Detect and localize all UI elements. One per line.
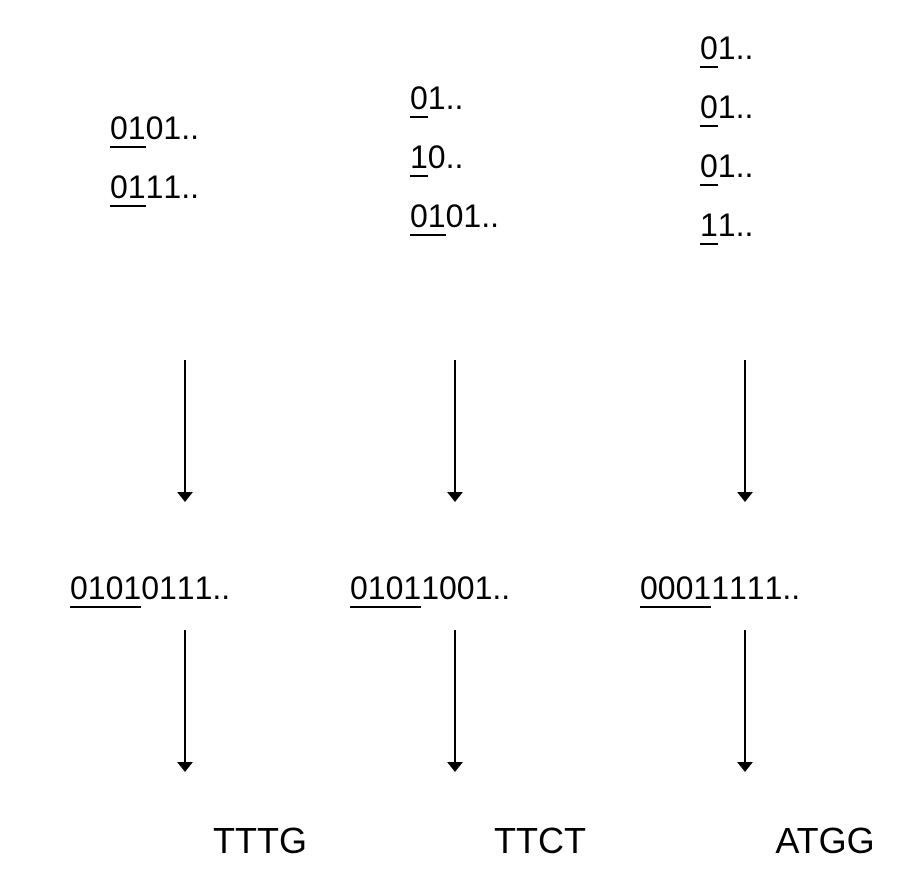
arrow-down bbox=[735, 630, 755, 780]
binary-fragment: 01.. bbox=[700, 148, 916, 185]
binary-combined: 01010111.. bbox=[70, 570, 330, 607]
arrow-down bbox=[735, 360, 755, 510]
column-2: 01..10..0101..01011001..TTCT bbox=[350, 0, 610, 884]
dna-sequence: ATGG bbox=[695, 820, 916, 862]
binary-fragment: 01.. bbox=[700, 89, 916, 126]
binary-to-dna-diagram: 0101..0111..01010111..TTTG01..10..0101..… bbox=[0, 0, 916, 884]
top-binary-group: 0101..0111.. bbox=[70, 110, 330, 228]
top-binary-group: 01..10..0101.. bbox=[350, 80, 610, 257]
binary-combined: 00011111.. bbox=[640, 570, 900, 607]
arrow-down bbox=[445, 360, 465, 510]
arrow-down bbox=[175, 360, 195, 510]
binary-fragment: 0101.. bbox=[110, 110, 350, 147]
arrow-down bbox=[175, 630, 195, 780]
binary-fragment: 0101.. bbox=[410, 198, 640, 235]
binary-fragment: 01.. bbox=[410, 80, 640, 117]
arrow-down bbox=[445, 630, 465, 780]
binary-fragment: 11.. bbox=[700, 207, 916, 244]
dna-sequence: TTCT bbox=[410, 820, 670, 862]
column-3: 01..01..01..11..00011111..ATGG bbox=[640, 0, 900, 884]
binary-combined: 01011001.. bbox=[350, 570, 610, 607]
binary-fragment: 01.. bbox=[700, 30, 916, 67]
column-1: 0101..0111..01010111..TTTG bbox=[70, 0, 330, 884]
top-binary-group: 01..01..01..11.. bbox=[640, 30, 900, 266]
binary-fragment: 10.. bbox=[410, 139, 640, 176]
binary-fragment: 0111.. bbox=[110, 169, 350, 206]
